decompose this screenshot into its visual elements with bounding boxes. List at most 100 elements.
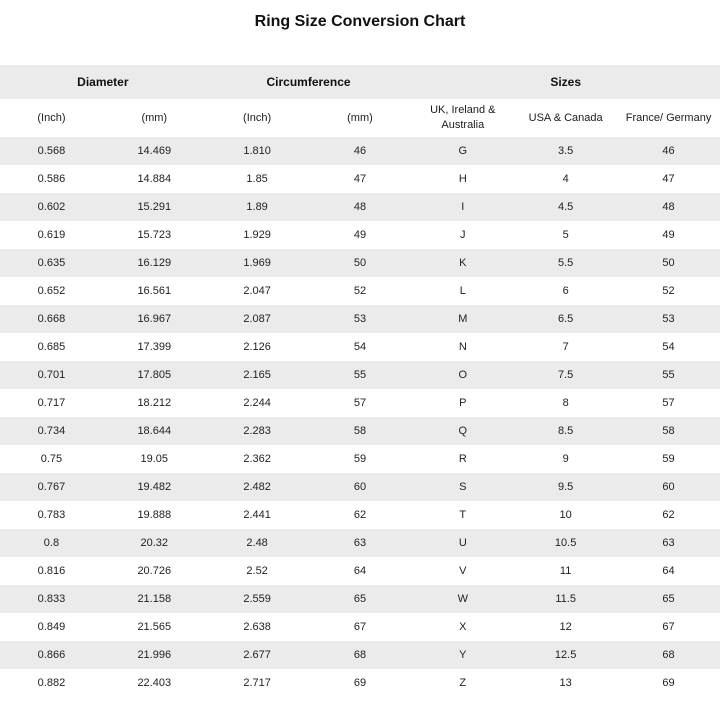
table-cell: 21.565 <box>137 621 172 633</box>
table-cell: U <box>458 537 467 549</box>
table-cell: 1.929 <box>243 229 271 241</box>
group-header-diameter: Diameter <box>0 65 206 99</box>
table-cell: 17.399 <box>137 341 172 353</box>
table-row: 0.586 14.884 1.85 47 H 4 47 <box>0 165 720 193</box>
table-cell: 0.602 <box>37 201 66 213</box>
table-row: 0.849 21.565 2.638 67 X 12 67 <box>0 613 720 641</box>
table-cell: 47 <box>662 173 675 185</box>
table-cell: 8.5 <box>557 425 574 437</box>
table-cell: 0.568 <box>37 145 66 157</box>
table-cell: 19.05 <box>140 453 169 465</box>
table-cell: 0.586 <box>37 173 66 185</box>
table-cell: 0.882 <box>37 677 66 689</box>
table-cell: 7 <box>562 341 569 353</box>
table-cell: 12.5 <box>554 649 577 661</box>
table-cell: 20.32 <box>140 537 169 549</box>
table-cell: 47 <box>353 173 367 185</box>
table-cell: M <box>458 313 468 325</box>
table-row: 0.668 16.967 2.087 53 M 6.5 53 <box>0 305 720 333</box>
table-cell: 48 <box>662 201 675 213</box>
table-cell: 4 <box>562 173 569 185</box>
table-cell: I <box>461 201 465 213</box>
table-cell: 2.126 <box>243 341 271 353</box>
table-cell: L <box>459 285 466 297</box>
table-cell: 16.561 <box>137 285 172 297</box>
table-cell: 68 <box>353 649 367 661</box>
table-cell: 60 <box>662 481 675 493</box>
page-title: Ring Size Conversion Chart <box>254 13 466 30</box>
table-cell: 6 <box>562 285 569 297</box>
group-header-circumference: Circumference <box>205 65 412 99</box>
table-cell: 0.619 <box>37 229 66 241</box>
table-cell: 14.469 <box>137 145 172 157</box>
table-cell: 2.52 <box>246 565 268 577</box>
table-cell: 4.5 <box>557 201 574 213</box>
table-cell: 49 <box>353 229 367 241</box>
table-cell: 2.087 <box>243 313 271 325</box>
table-cell: 18.212 <box>137 397 172 409</box>
table-cell: S <box>459 481 467 493</box>
table-cell: 6.5 <box>557 313 574 325</box>
table-row: 0.701 17.805 2.165 55 O 7.5 55 <box>0 361 720 389</box>
table-cell: 0.685 <box>37 341 66 353</box>
table-cell: 16.129 <box>137 257 172 269</box>
table-row: 0.619 15.723 1.929 49 J 5 49 <box>0 221 720 249</box>
column-header-circumference-inch: (Inch) <box>205 99 309 137</box>
table-cell: 58 <box>353 425 367 437</box>
table-cell: 2.48 <box>246 537 268 549</box>
table-cell: 46 <box>353 145 367 157</box>
table-cell: 10 <box>559 509 572 521</box>
table-cell: 1.89 <box>246 201 268 213</box>
table-cell: 0.783 <box>37 509 66 521</box>
ring-size-table: Diameter Circumference Sizes (Inch) (mm)… <box>0 65 720 697</box>
table-cell: 54 <box>353 341 367 353</box>
table-body: 0.568 14.469 1.810 46 G 3.5 46 0.586 14.884 1.85 4… <box>0 137 720 697</box>
table-cell: 0.75 <box>40 453 63 465</box>
table-cell: 68 <box>662 649 675 661</box>
table-cell: 65 <box>662 593 675 605</box>
table-cell: 55 <box>662 369 675 381</box>
table-row: 0.568 14.469 1.810 46 G 3.5 46 <box>0 137 720 165</box>
table-row: 0.685 17.399 2.126 54 N 7 54 <box>0 333 720 361</box>
table-cell: 7.5 <box>557 369 574 381</box>
table-cell: 17.805 <box>137 369 172 381</box>
table-cell: 67 <box>353 621 367 633</box>
table-cell: 50 <box>662 257 675 269</box>
table-cell: 52 <box>662 285 675 297</box>
table-cell: 15.723 <box>137 229 172 241</box>
table-cell: P <box>459 397 467 409</box>
table-cell: 5 <box>562 229 569 241</box>
table-cell: 59 <box>662 453 675 465</box>
table-row: 0.8 20.32 2.48 63 U 10.5 63 <box>0 529 720 557</box>
table-row: 0.734 18.644 2.283 58 Q 8.5 58 <box>0 417 720 445</box>
table-cell: 54 <box>662 341 675 353</box>
table-cell: 57 <box>662 397 675 409</box>
table-cell: T <box>459 509 467 521</box>
table-cell: K <box>459 257 467 269</box>
table-cell: 2.047 <box>243 285 271 297</box>
table-cell: 2.165 <box>243 369 271 381</box>
table-cell: 63 <box>353 537 367 549</box>
table-cell: 1.810 <box>243 145 271 157</box>
table-cell: 21.996 <box>137 649 172 661</box>
table-cell: 14.884 <box>137 173 172 185</box>
table-cell: 2.559 <box>243 593 271 605</box>
table-row: 0.866 21.996 2.677 68 Y 12.5 68 <box>0 641 720 669</box>
table-cell: 0.717 <box>37 397 66 409</box>
table-cell: 59 <box>353 453 367 465</box>
table-cell: W <box>457 593 468 605</box>
table-cell: 65 <box>353 593 367 605</box>
table-cell: 5.5 <box>557 257 574 269</box>
table-cell: 16.967 <box>137 313 172 325</box>
table-cell: 11 <box>559 565 572 577</box>
table-cell: 2.283 <box>243 425 271 437</box>
table-cell: 11.5 <box>555 593 576 605</box>
table-cell: 2.638 <box>243 621 271 633</box>
table-cell: 0.668 <box>37 313 66 325</box>
table-cell: 3.5 <box>557 145 574 157</box>
table-cell: 2.677 <box>243 649 271 661</box>
column-header-circumference-mm: (mm) <box>308 99 412 137</box>
table-cell: Z <box>459 677 467 689</box>
table-cell: J <box>460 229 466 241</box>
column-header-diameter-mm: (mm) <box>102 99 206 137</box>
